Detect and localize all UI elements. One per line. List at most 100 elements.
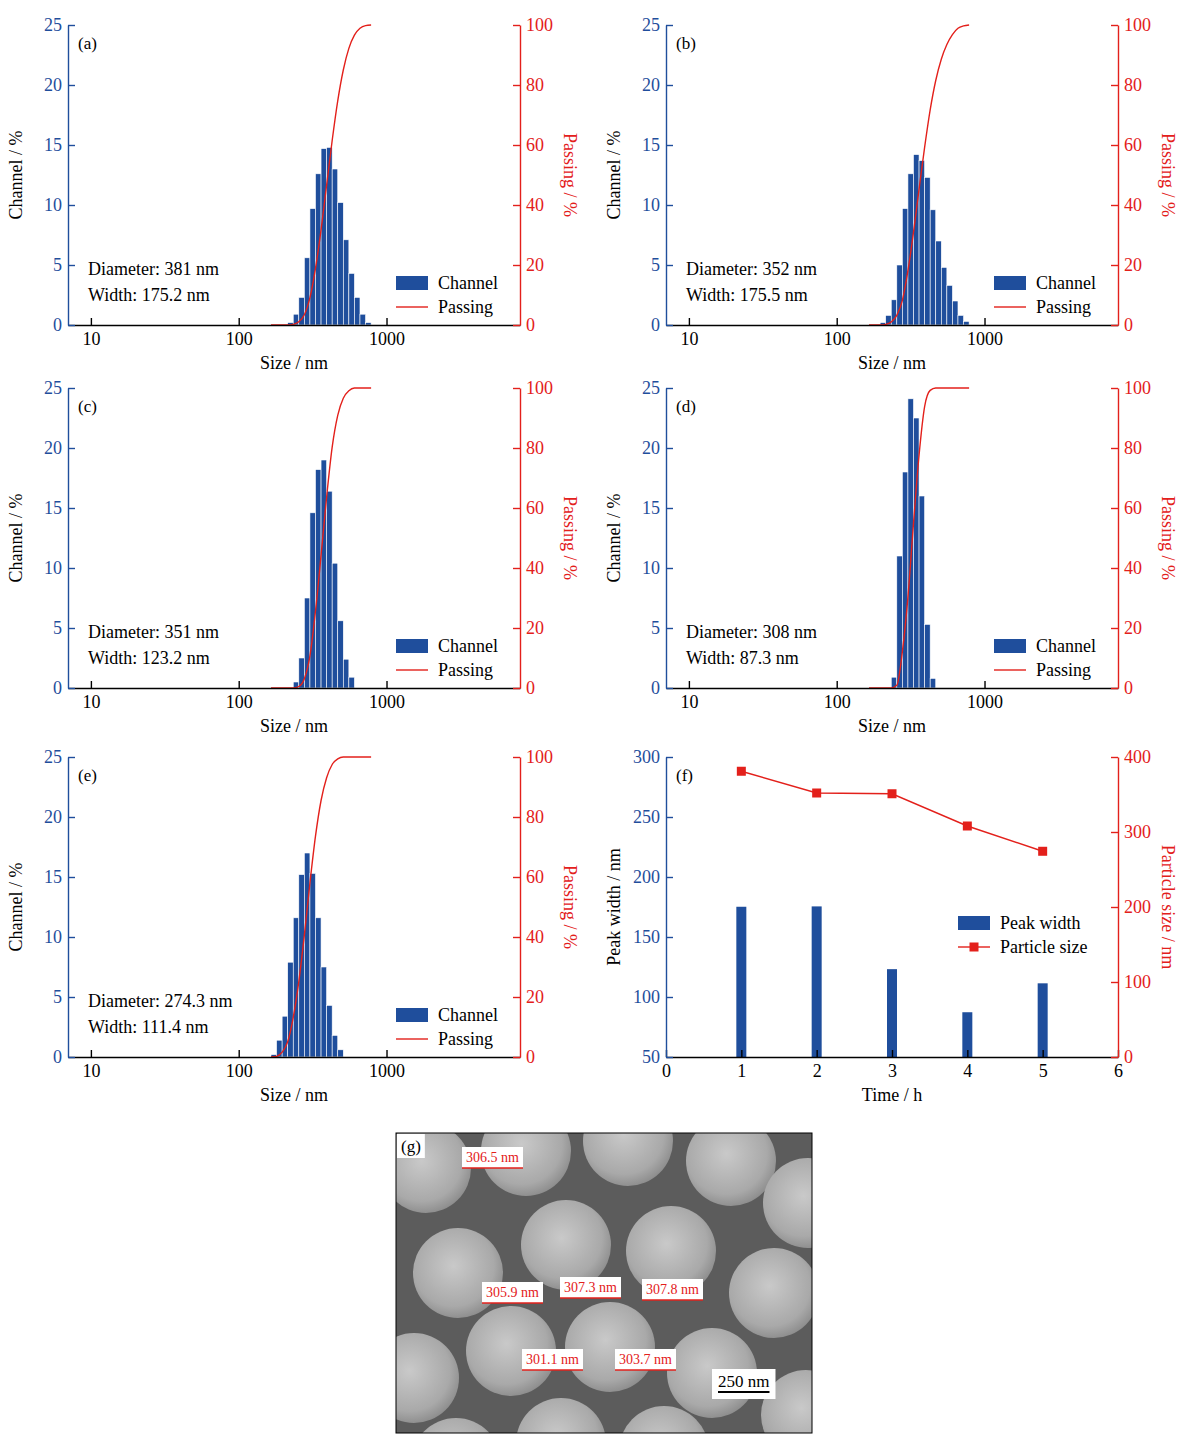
tick-mark [666,508,673,509]
tick-label: 10 [680,329,698,349]
legend-entry: Passing [994,297,1091,317]
axis-line [666,26,667,326]
legend-label: Passing [438,1029,493,1049]
histogram-bar [327,1005,333,1057]
annotation: Diameter: 381 nm [88,259,219,279]
tick-label: 100 [526,378,553,398]
tick-label: 60 [1124,498,1142,518]
tick-label: 15 [44,135,62,155]
tick: 3 [888,1050,897,1081]
size-label-text: 301.1 nm [526,1352,579,1367]
tick-label: 200 [633,867,660,887]
tick-mark [666,145,673,146]
legend-swatch [994,276,1026,290]
size-label-underline [522,1369,583,1371]
tick-label: 20 [526,618,544,638]
legend-entry: Channel [994,273,1096,293]
legend-label: Passing [1036,297,1091,317]
tick: 10 [642,195,673,215]
tick: 10 [44,558,75,578]
line [869,25,969,325]
tick-label: 20 [1124,255,1142,275]
tick: 20 [1111,255,1142,275]
tick-label: 20 [526,987,544,1007]
tick-mark [1111,757,1118,758]
tick-label: 10 [642,195,660,215]
y-axis-title: Channel / % [6,863,26,952]
tick-mark [666,817,673,818]
tick: 1 [737,1050,746,1081]
tick-mark [513,85,520,86]
plot-area [869,388,969,688]
tick-mark [666,877,673,878]
tick-mark [68,688,75,689]
tick-label: 80 [1124,75,1142,95]
tick-mark [689,318,690,325]
y2-axis-title: Passing / % [1158,496,1178,580]
tick-mark [967,1050,968,1057]
tick-label: 20 [642,438,660,458]
tick-label: 5 [53,255,62,275]
tick-mark [1111,508,1118,509]
tick-mark [513,568,520,569]
x-axis-title: Time / h [862,1085,922,1105]
panel-label: (d) [676,397,696,416]
tick-label: 40 [526,195,544,215]
tick-mark [984,681,985,688]
legend-swatch [994,306,1026,307]
tick-mark [239,681,240,688]
x-axis: 101001000 [69,681,521,712]
line [271,388,371,688]
tick-mark [68,1057,75,1058]
tick: 20 [642,438,673,458]
legend-label: Channel [438,636,498,656]
y-axis: 0510152025 [642,378,673,698]
tick-mark [68,877,75,878]
y2-axis: 0100200300400 [1111,747,1151,1067]
histogram-bar [332,1035,338,1057]
annotation: Width: 111.4 nm [88,1017,208,1037]
tick: 60 [1111,498,1142,518]
tick: 100 [513,747,553,767]
tick: 10 [82,318,100,349]
tick: 60 [513,867,544,887]
tick: 0 [651,315,673,335]
tick-label: 40 [526,927,544,947]
histogram-bar [947,285,953,325]
tick: 25 [44,378,75,398]
tick: 20 [44,75,75,95]
size-label: 301.1 nm [522,1349,583,1370]
tick-label: 10 [82,692,100,712]
tick-mark [666,85,673,86]
tick-label: 5 [1039,1061,1048,1081]
histogram-bar [913,155,919,325]
panel: 1010010000510152025020406080100Size / nm… [6,378,580,736]
tick-label: 20 [1124,618,1142,638]
size-label-underline [642,1299,703,1301]
tick-label: 1000 [369,329,405,349]
tick: 5 [53,618,75,638]
tick: 1000 [369,681,405,712]
histogram-bar [338,203,344,325]
tick-label: 20 [526,255,544,275]
legend-label: Channel [438,273,498,293]
tick: 60 [1111,135,1142,155]
tick-label: 5 [651,618,660,638]
tick-mark [91,318,92,325]
tick-mark [666,688,673,689]
tick-mark [68,325,75,326]
tick-mark [666,937,673,938]
tick-mark [68,508,75,509]
tick-label: 1000 [967,329,1003,349]
tick: 2 [813,1050,822,1081]
particle [565,1302,655,1392]
tick-label: 25 [642,15,660,35]
plot-area [869,25,969,325]
y-axis-title: Channel / % [604,494,624,583]
y-axis: 0510152025 [44,747,75,1067]
tick: 100 [633,987,673,1007]
legend-swatch [396,1038,428,1039]
panel: 0123456501001502002503000100200300400Tim… [604,747,1178,1105]
annotation: Width: 87.3 nm [686,648,799,668]
legend-entry: Passing [396,1029,493,1049]
